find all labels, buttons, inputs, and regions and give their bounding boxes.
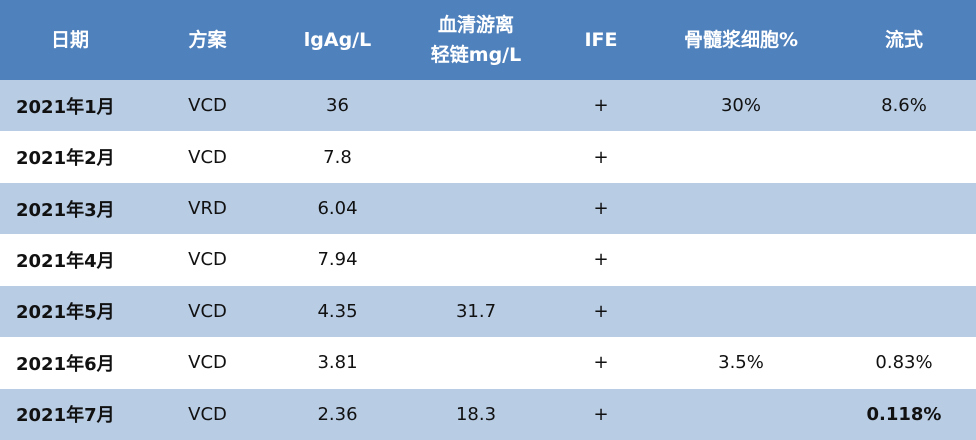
table-cell: + (593, 352, 609, 374)
table-cell: 0.118% (866, 403, 942, 425)
table-cell: 7.94 (317, 249, 358, 271)
table-cell: VCD (188, 95, 227, 117)
table-cell: + (593, 249, 609, 271)
header-text: 日期 (50, 29, 89, 51)
header-text: 骨髓浆细胞% (683, 29, 799, 51)
table-cell: + (593, 403, 609, 425)
header-text: 轻链mg/L (430, 44, 522, 66)
table-cell: 3.81 (317, 352, 358, 374)
table-row: 2021年7月 VCD 2.36 18.3 +0.118% (0, 388, 976, 440)
header-text: 方案 (188, 29, 227, 51)
table-cell: + (593, 300, 609, 322)
header-cell: IFE (552, 0, 650, 80)
table-cell: VCD (188, 300, 227, 322)
table-cell: + (593, 95, 609, 117)
date-cell: 2021年5月 (16, 302, 115, 324)
header-text: IFE (584, 29, 618, 51)
table-cell: 30% (720, 95, 761, 117)
table-row: 2021年4月 VCD 7.94 + (0, 234, 976, 286)
table-row: 2021年3月 VRD 6.04 + (0, 182, 976, 235)
header-cell: 血清游离轻链mg/L (400, 0, 552, 80)
table-cell: VCD (188, 403, 227, 425)
table-cell: VRD (188, 198, 227, 220)
table-cell: + (593, 146, 609, 168)
table-row: 2021年6月 VCD 3.81 +3.5% 0.83% (0, 337, 976, 389)
table-cell: 31.7 (455, 300, 497, 322)
table-cell: + (593, 198, 609, 220)
header-cell: 日期 (0, 0, 140, 80)
header-text: 流式 (884, 29, 923, 51)
table-row: 2021年2月 VCD 7.8 + (0, 131, 976, 183)
table-cell: 6.04 (317, 198, 358, 220)
header-cell: 流式 (832, 0, 976, 80)
date-cell: 2021年1月 (16, 96, 115, 118)
header-cell: 骨髓浆细胞% (650, 0, 832, 80)
table-cell: 2.36 (317, 403, 358, 425)
table-cell: VCD (188, 146, 227, 168)
date-cell: 2021年3月 (16, 199, 115, 221)
table-cell: 8.6% (881, 95, 927, 117)
table-cell: 36 (326, 95, 349, 117)
header-text: 血清游离 (437, 14, 514, 36)
header-cell: lgAg/L (275, 0, 400, 80)
date-cell: 2021年7月 (16, 405, 115, 427)
table-row: 2021年1月 VCD 36 +30% 8.6% (0, 80, 976, 132)
table-cell: VCD (188, 249, 227, 271)
date-cell: 2021年6月 (16, 353, 115, 375)
date-cell: 2021年4月 (16, 250, 115, 272)
date-cell: 2021年2月 (16, 148, 115, 170)
table-row: 2021年5月 VCD 4.35 31.7 + (0, 285, 976, 338)
header-row: 日期 方案 lgAg/L 血清游离轻链mg/L IFE 骨髓浆细胞% 流式 (0, 0, 976, 80)
table-cell: 0.83% (875, 352, 933, 374)
header-cell: 方案 (140, 0, 275, 80)
table-cell: 3.5% (718, 352, 764, 374)
header-text: lgAg/L (303, 29, 372, 51)
table-cell: VCD (188, 352, 227, 374)
table-cell: 4.35 (317, 300, 358, 322)
table-cell: 7.8 (323, 146, 352, 168)
table-cell: 18.3 (455, 403, 497, 425)
